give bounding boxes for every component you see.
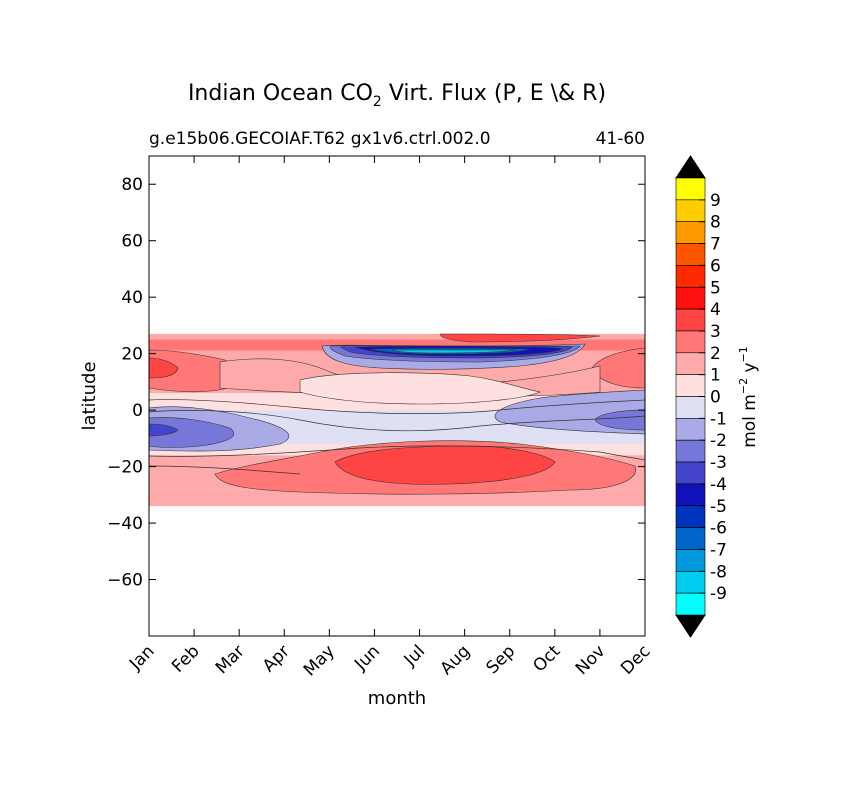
colorbar-segment-15 bbox=[675, 505, 706, 528]
contour-lines bbox=[149, 399, 645, 475]
colorbar-segment-16 bbox=[675, 527, 706, 550]
contour-region-pos-3-west bbox=[149, 357, 179, 379]
contour-region-neg-3-west bbox=[149, 423, 179, 437]
colorbar-tick-label-3: 6 bbox=[710, 256, 721, 276]
x-tick-label-5: Jun bbox=[350, 641, 384, 675]
y-tick-label-3: 20 bbox=[121, 345, 143, 365]
colorbar-over-arrow bbox=[675, 155, 706, 179]
colorbar-segment-5 bbox=[675, 286, 706, 310]
y-tick-label-6: −40 bbox=[107, 514, 143, 534]
x-tick-label-10: Nov bbox=[572, 641, 610, 679]
colorbar-tick-label-9: 0 bbox=[710, 388, 721, 408]
contour-band-0 bbox=[149, 333, 645, 340]
colorbar-tick-label-0: 9 bbox=[710, 191, 721, 211]
x-tick-label-8: Sep bbox=[482, 641, 519, 678]
colorbar-tick-label-14: -5 bbox=[710, 497, 727, 517]
colorbar-segment-1 bbox=[675, 199, 706, 223]
colorbar-segment-18 bbox=[675, 570, 706, 594]
colorbar-segment-0 bbox=[675, 177, 706, 201]
years-label: 41-60 bbox=[596, 129, 645, 149]
contour-region-neg-2-west bbox=[149, 417, 235, 448]
colorbar-segment-6 bbox=[675, 308, 706, 332]
colorbar-segment-9 bbox=[675, 374, 706, 397]
x-tick-label-2: Mar bbox=[212, 641, 249, 678]
colorbar-tick-label-1: 8 bbox=[710, 213, 721, 233]
plot-frame bbox=[148, 155, 646, 637]
y-tick-label-0: 80 bbox=[121, 175, 143, 195]
colorbar-tick-label-17: -8 bbox=[710, 562, 727, 582]
contour-band-1 bbox=[149, 339, 645, 351]
colorbar-segment-11 bbox=[675, 418, 706, 441]
x-tick-label-9: Oct bbox=[529, 641, 564, 676]
colorbar-segment-14 bbox=[675, 483, 706, 507]
colorbar-tick-label-8: 1 bbox=[710, 366, 721, 386]
y-tick-label-1: 60 bbox=[121, 232, 143, 252]
colorbar-segment-8 bbox=[675, 352, 706, 375]
colorbar-tick-label-5: 4 bbox=[710, 300, 721, 320]
x-axis-label: month bbox=[368, 688, 426, 709]
y-tick-label-2: 40 bbox=[121, 288, 143, 308]
colorbar-label: mol m−2 y−1 bbox=[737, 346, 760, 448]
contour-field bbox=[149, 156, 645, 636]
contour-region-neg-2-east bbox=[594, 409, 645, 431]
colorbar-segment-2 bbox=[675, 221, 706, 244]
y-axis-label: latitude bbox=[79, 361, 100, 430]
x-tick-label-0: Jan bbox=[125, 641, 158, 674]
x-tick-label-11: Dec bbox=[617, 641, 654, 678]
colorbar-under-arrow bbox=[675, 614, 706, 638]
colorbar-segment-19 bbox=[675, 592, 706, 616]
y-axis: 80 60 40 20 0 −20 −40 −60 bbox=[107, 175, 645, 591]
colorbar-segment-7 bbox=[675, 330, 706, 354]
colorbar-tick-label-4: 5 bbox=[710, 278, 721, 298]
contour-region-pos-3-south bbox=[334, 445, 556, 485]
colorbar-tick-label-12: -3 bbox=[710, 453, 727, 473]
colorbar-tick-label-11: -2 bbox=[710, 431, 727, 451]
x-tick-label-4: May bbox=[300, 641, 339, 680]
colorbar-segment-13 bbox=[675, 461, 706, 485]
x-tick-label-3: Apr bbox=[259, 641, 294, 676]
contour-region-pos-0-center bbox=[299, 372, 542, 405]
colorbar-tick-label-2: 7 bbox=[710, 235, 721, 255]
x-tick-label-1: Feb bbox=[168, 641, 203, 676]
y-tick-label-7: −60 bbox=[107, 571, 143, 591]
contour-region-neg-7-north bbox=[391, 349, 516, 354]
x-tick-label-6: Jul bbox=[400, 641, 429, 670]
case-label: g.e15b06.GECOIAF.T62 gx1v6.ctrl.002.0 bbox=[149, 129, 491, 149]
colorbar-tick-label-16: -7 bbox=[710, 540, 727, 560]
colorbar-segment-12 bbox=[675, 439, 706, 463]
colorbar-tick-label-6: 3 bbox=[710, 322, 721, 342]
y-tick-label-4: 0 bbox=[132, 401, 143, 421]
x-tick-label-7: Aug bbox=[437, 641, 475, 679]
colorbar-tick-label-13: -4 bbox=[710, 475, 727, 495]
chart-title: Indian Ocean CO2 Virt. Flux (P, E \& R) bbox=[188, 81, 606, 110]
colorbar-tick-label-10: -1 bbox=[710, 409, 727, 429]
contour-region-cap bbox=[439, 333, 601, 343]
colorbar-segment-3 bbox=[675, 243, 706, 266]
colorbar-segment-17 bbox=[675, 549, 706, 572]
colorbar-segment-4 bbox=[675, 265, 706, 288]
colorbar-tick-label-7: 2 bbox=[710, 344, 721, 364]
colorbar-segment-10 bbox=[675, 396, 706, 419]
colorbar-tick-label-18: -9 bbox=[710, 584, 727, 604]
y-tick-label-5: −20 bbox=[107, 458, 143, 478]
contour-band-7 bbox=[149, 489, 645, 507]
colorbar-tick-label-15: -6 bbox=[710, 519, 727, 539]
